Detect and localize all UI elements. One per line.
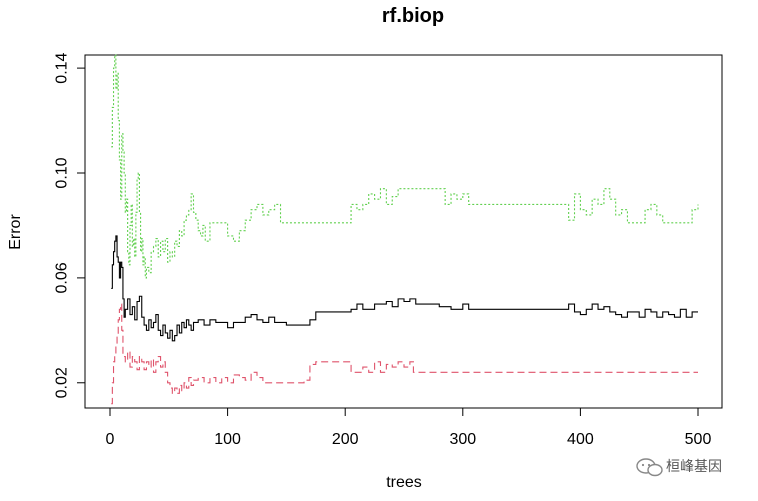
x-tick-label: 300 xyxy=(449,431,476,448)
x-tick-label: 500 xyxy=(685,431,712,448)
chart-title: rf.biop xyxy=(382,5,444,27)
watermark-text: 桓峰基因 xyxy=(666,458,722,475)
x-tick-label: 200 xyxy=(332,431,359,448)
x-axis: 0 100 200 300 400 500 xyxy=(106,407,712,448)
y-tick-label: 0.02 xyxy=(54,367,71,398)
series-line-2 xyxy=(111,303,698,405)
y-tick-label: 0.06 xyxy=(54,262,71,293)
series-line-3 xyxy=(111,54,699,279)
y-axis: 0.02 0.06 0.10 0.14 xyxy=(54,52,86,398)
x-axis-label: trees xyxy=(386,474,422,491)
y-tick-label: 0.10 xyxy=(54,157,71,188)
watermark: 桓峰基因 xyxy=(636,458,722,477)
series-group xyxy=(111,54,699,405)
x-tick-label: 100 xyxy=(214,431,241,448)
y-tick-label: 0.14 xyxy=(54,52,71,83)
wechat-icon xyxy=(636,458,663,477)
y-axis-label: Error xyxy=(7,214,24,250)
x-tick-label: 0 xyxy=(106,431,115,448)
x-tick-label: 400 xyxy=(567,431,594,448)
series-line-1 xyxy=(111,235,698,342)
plot-frame xyxy=(84,54,723,409)
